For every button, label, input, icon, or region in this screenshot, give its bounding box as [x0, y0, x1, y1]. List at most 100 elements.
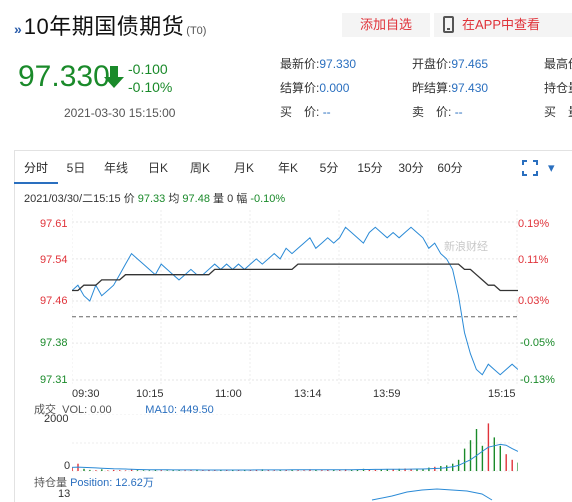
chevron-right-icon[interactable]: »: [14, 21, 22, 37]
volume-bar: [517, 462, 518, 471]
volume-bar: [285, 469, 287, 471]
tab-yearly-k[interactable]: 年K: [277, 161, 298, 175]
volume-header: 成交 VOL: 0.00 MA10: 449.50: [34, 401, 214, 417]
volume-value: VOL: 0.00: [62, 404, 112, 416]
tab-yearline[interactable]: 年线: [103, 161, 128, 175]
down-arrow-icon: [104, 66, 124, 88]
info-price: 97.33: [137, 193, 166, 205]
crosshair-info: 2021/03/30/二15:15 价 97.33 均 97.48 量 0 幅 …: [24, 190, 285, 206]
volume-bar: [160, 470, 162, 471]
volume-chart[interactable]: [72, 414, 518, 472]
view-in-app-button[interactable]: 在APP中查看: [434, 13, 572, 37]
position-header: 持仓量 Position: 12.62万: [34, 474, 154, 490]
field-value: 97.330: [319, 57, 357, 71]
title-area: » 10年期国债期货 (T0): [14, 9, 206, 41]
volume-bar: [333, 469, 335, 471]
volume-bar: [89, 469, 91, 471]
field-label: 最新价:: [280, 57, 320, 71]
volume-bar: [249, 470, 252, 471]
volume-bar: [398, 468, 400, 471]
volume-ma: MA10: 449.50: [145, 404, 214, 416]
field-value: 0.000: [319, 81, 350, 95]
volume-bar: [267, 470, 269, 471]
position-title: 持仓量: [34, 477, 67, 489]
position-line: [371, 488, 493, 501]
y-tick-label: 97.38: [40, 337, 68, 349]
volume-bar: [119, 470, 121, 471]
volume-title: 成交: [34, 404, 56, 416]
volume-bar: [469, 440, 472, 471]
field-label: 持仓量: [544, 81, 572, 95]
info-price-label: 价: [123, 193, 135, 205]
field-label: 买 价:: [280, 105, 320, 119]
volume-bar: [255, 469, 258, 471]
volume-bar: [511, 459, 513, 471]
volume-bar: [166, 470, 168, 471]
pos-y-top: 13: [58, 488, 71, 500]
volume-bar: [297, 470, 299, 471]
field-value: 97.465: [451, 57, 489, 71]
volume-bar: [202, 470, 204, 471]
volume-bar: [410, 469, 412, 471]
tab-5min[interactable]: 5分: [319, 161, 339, 175]
x-tick-label: 15:15: [488, 388, 516, 400]
y-tick-label: 97.46: [40, 295, 68, 307]
x-tick-label: 13:59: [373, 388, 401, 400]
volume-bar: [273, 470, 275, 471]
volume-bar: [220, 470, 222, 471]
x-tick-label: 11:00: [215, 388, 242, 400]
y-pct-label: 0.03%: [518, 295, 550, 307]
tab-weekly-k[interactable]: 周K: [189, 161, 210, 175]
volume-bar: [172, 470, 174, 471]
volume-bar: [321, 470, 323, 471]
fullscreen-icon[interactable]: [522, 160, 538, 176]
volume-bar: [214, 470, 216, 471]
volume-bar: [95, 470, 97, 471]
last-price: 97.330: [18, 60, 110, 93]
tab-5day[interactable]: 5日: [66, 161, 86, 175]
average-series-line: [72, 263, 518, 292]
field-label: 最高价: [544, 57, 572, 71]
volume-bar: [226, 470, 228, 471]
tab-daily-k[interactable]: 日K: [147, 161, 168, 175]
volume-bar: [148, 470, 151, 471]
add-favorite-button[interactable]: 添加自选: [342, 13, 430, 37]
volume-bar: [130, 469, 133, 471]
tab-fenshi[interactable]: 分时: [14, 152, 58, 184]
page-title: 10年期国债期货: [23, 14, 185, 39]
volume-bar: [416, 469, 418, 471]
field-label: 结算价:: [280, 81, 320, 95]
header: » 10年期国债期货 (T0) 添加自选 在APP中查看: [0, 0, 572, 44]
volume-bar: [404, 468, 406, 471]
tab-60min[interactable]: 60分: [437, 161, 463, 175]
volume-bar: [136, 470, 139, 471]
tab-15min[interactable]: 15分: [357, 161, 383, 175]
change-value: -0.100: [128, 61, 168, 77]
field-label: 昨结算:: [412, 81, 452, 95]
volume-bar: [190, 470, 192, 471]
watermark: 新浪财经: [444, 239, 488, 253]
volume-ma-line: [72, 443, 518, 471]
volume-bar: [142, 470, 145, 471]
quote-time: 2021-03-30 15:15:00: [64, 106, 176, 120]
volume-bar: [315, 469, 317, 471]
y-pct-label: -0.05%: [520, 337, 555, 349]
position-chart: [371, 488, 493, 501]
field-label: 买 量: [544, 105, 572, 119]
volume-bar: [154, 469, 157, 471]
tab-monthly-k[interactable]: 月K: [233, 161, 254, 175]
y-pct-label: -0.13%: [520, 374, 555, 386]
period-tabs: 分时 5日 年线 日K 周K 月K 年K 5分 15分 30分 60分: [14, 152, 470, 184]
tab-30min[interactable]: 30分: [398, 161, 424, 175]
more-icon[interactable]: ▾: [548, 160, 555, 175]
volume-bar: [481, 445, 484, 471]
intraday-price-chart[interactable]: 新浪财经: [72, 210, 518, 386]
field-value: --: [454, 105, 463, 119]
volume-bar: [196, 469, 198, 471]
info-vol: 0: [227, 193, 234, 205]
y-pct-label: 0.19%: [518, 218, 550, 230]
field-label: 卖 价:: [412, 105, 452, 119]
volume-bar: [279, 470, 281, 471]
volume-bar: [113, 469, 115, 471]
quote-col-2: 开盘价:97.465 昨结算:97.430 卖 价: --: [412, 52, 488, 124]
